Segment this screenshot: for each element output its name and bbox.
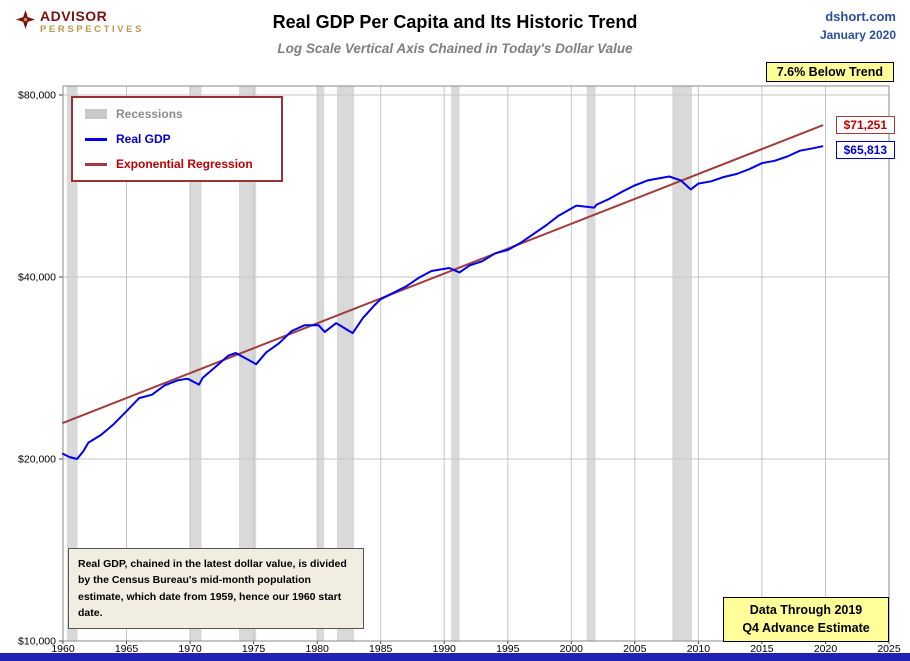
svg-text:1970: 1970: [178, 643, 202, 655]
source-attribution: dshort.com January 2020: [820, 8, 896, 44]
footer-accent-bar: [0, 653, 910, 661]
regression-end-value-label: $71,251: [835, 116, 895, 134]
svg-text:2015: 2015: [750, 643, 774, 655]
data-through-line2: Q4 Advance Estimate: [742, 620, 870, 635]
data-through-line1: Data Through 2019: [749, 603, 863, 617]
legend-label-recessions: Recessions: [116, 107, 183, 121]
svg-text:$20,000: $20,000: [18, 454, 56, 466]
svg-text:1995: 1995: [496, 643, 520, 655]
logo-text-advisor: ADVISOR: [40, 8, 108, 24]
svg-text:1985: 1985: [369, 643, 393, 655]
svg-text:1980: 1980: [306, 643, 330, 655]
real-gdp-line-swatch: [85, 137, 107, 141]
svg-text:$40,000: $40,000: [18, 272, 56, 284]
logo-text-perspectives: PERSPECTIVES: [40, 24, 145, 36]
regression-line-swatch: [85, 162, 107, 166]
svg-text:1975: 1975: [242, 643, 266, 655]
advisor-perspectives-logo: ADVISOR PERSPECTIVES: [16, 8, 145, 36]
legend-label-real-gdp: Real GDP: [116, 132, 171, 146]
recession-swatch: [85, 109, 107, 119]
real-gdp-end-value-label: $65,813: [835, 141, 895, 159]
source-site: dshort.com: [825, 9, 896, 24]
data-through-badge: Data Through 2019 Q4 Advance Estimate: [723, 597, 889, 642]
svg-text:2000: 2000: [560, 643, 584, 655]
svg-text:1960: 1960: [51, 643, 75, 655]
source-date: January 2020: [819, 27, 896, 42]
legend-label-regression: Exponential Regression: [116, 157, 253, 171]
svg-text:2010: 2010: [687, 643, 711, 655]
svg-text:$80,000: $80,000: [18, 90, 56, 102]
svg-text:2025: 2025: [877, 643, 901, 655]
svg-text:2020: 2020: [814, 643, 838, 655]
legend-item-recessions: Recessions: [85, 107, 269, 121]
legend-item-regression: Exponential Regression: [85, 157, 269, 171]
chart-title: Real GDP Per Capita and Its Historic Tre…: [272, 12, 638, 32]
compass-rose-icon: [16, 10, 35, 29]
chart-legend: Recessions Real GDP Exponential Regressi…: [71, 96, 283, 182]
svg-text:2005: 2005: [623, 643, 647, 655]
chart-subtitle: Log Scale Vertical Axis Chained in Today…: [277, 41, 633, 56]
svg-text:$10,000: $10,000: [18, 636, 56, 648]
svg-text:1965: 1965: [115, 643, 139, 655]
methodology-note: Real GDP, chained in the latest dollar v…: [68, 548, 364, 630]
svg-text:1990: 1990: [433, 643, 457, 655]
below-trend-badge: 7.6% Below Trend: [765, 62, 894, 82]
legend-item-real-gdp: Real GDP: [85, 132, 269, 146]
